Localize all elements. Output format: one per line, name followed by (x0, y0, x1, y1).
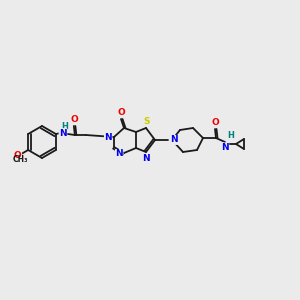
Text: N: N (170, 136, 178, 145)
Text: N: N (221, 143, 229, 152)
Text: S: S (144, 117, 150, 126)
Text: N: N (142, 154, 150, 163)
Text: H: H (227, 131, 234, 140)
Text: O: O (212, 118, 220, 127)
Text: N: N (104, 133, 112, 142)
Text: O: O (118, 108, 126, 117)
Text: N: N (59, 128, 67, 137)
Text: H: H (61, 122, 68, 131)
Text: O: O (71, 115, 78, 124)
Text: O: O (14, 152, 22, 160)
Text: N: N (116, 149, 123, 158)
Text: CH₃: CH₃ (13, 154, 28, 164)
